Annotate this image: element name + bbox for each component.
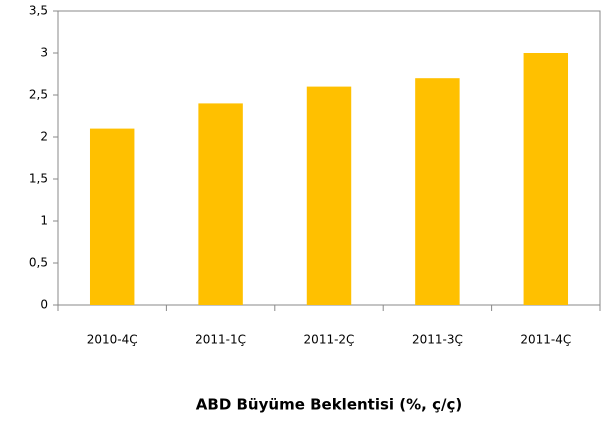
y-tick-label: 3 (40, 46, 48, 60)
bar (415, 78, 460, 305)
x-tick-label: 2011-2Ç (304, 333, 355, 347)
bar (306, 86, 352, 305)
x-tick-label: 2011-3Ç (412, 333, 463, 347)
y-tick-label: 2,5 (29, 88, 48, 102)
x-tick-label: 2011-1Ç (195, 333, 246, 347)
y-tick-label: 0 (40, 298, 48, 312)
bar (523, 53, 569, 305)
y-tick-label: 1 (40, 214, 48, 228)
y-tick-label: 1,5 (29, 172, 48, 186)
y-tick-label: 0,5 (29, 256, 48, 270)
bar (198, 103, 243, 306)
bar (89, 128, 135, 305)
y-tick-label: 3,5 (29, 4, 48, 18)
x-tick-label: 2011-4Ç (520, 333, 571, 347)
y-tick-label: 2 (40, 130, 48, 144)
chart-title: ABD Büyüme Beklentisi (%, ç/ç) (196, 396, 462, 414)
x-tick-label: 2010-4Ç (87, 333, 138, 347)
